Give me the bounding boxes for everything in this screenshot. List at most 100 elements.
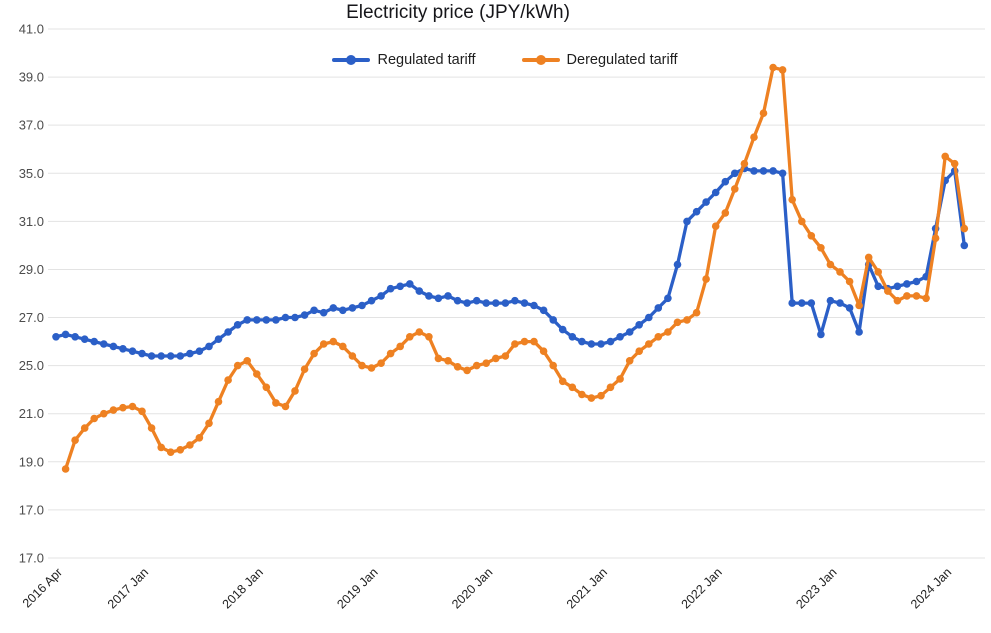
data-point-marker bbox=[769, 63, 777, 72]
data-point-marker bbox=[71, 436, 79, 445]
data-point-marker bbox=[119, 345, 127, 353]
data-point-marker bbox=[109, 406, 118, 414]
data-point-marker bbox=[960, 224, 969, 233]
legend-label-regulated: Regulated tariff bbox=[377, 52, 476, 68]
data-point-marker bbox=[205, 419, 213, 428]
data-point-marker bbox=[912, 277, 921, 286]
data-point-marker bbox=[472, 296, 481, 305]
data-point-marker bbox=[444, 357, 452, 365]
data-point-marker bbox=[453, 363, 462, 371]
regulated-series-swatch-icon bbox=[332, 55, 371, 65]
data-point-marker bbox=[100, 340, 108, 348]
data-point-marker bbox=[492, 354, 500, 363]
data-point-marker bbox=[721, 209, 730, 217]
data-point-marker bbox=[826, 260, 835, 269]
data-point-marker bbox=[396, 342, 405, 351]
data-point-marker bbox=[664, 328, 672, 336]
data-point-marker bbox=[128, 402, 137, 411]
chart-legend: Regulated tariff Deregulated tariff bbox=[0, 52, 991, 68]
data-point-marker bbox=[166, 448, 175, 457]
data-point-marker bbox=[233, 361, 242, 370]
data-point-marker bbox=[549, 361, 557, 370]
data-point-marker bbox=[664, 294, 672, 303]
x-tick-label: 2020 Jan bbox=[449, 565, 495, 611]
data-point-marker bbox=[864, 253, 873, 262]
data-point-marker bbox=[539, 306, 548, 315]
data-point-marker bbox=[348, 304, 357, 312]
data-point-marker bbox=[759, 109, 768, 117]
data-point-marker bbox=[692, 207, 701, 216]
data-point-marker bbox=[319, 308, 328, 317]
data-point-marker bbox=[558, 377, 567, 386]
data-point-marker bbox=[912, 292, 921, 300]
y-tick-label: 39.0 bbox=[19, 70, 44, 85]
data-point-marker bbox=[406, 280, 414, 288]
data-point-marker bbox=[702, 198, 710, 206]
data-point-marker bbox=[711, 188, 720, 197]
data-point-marker bbox=[262, 383, 271, 392]
data-point-marker bbox=[472, 361, 481, 370]
data-point-marker bbox=[386, 284, 395, 293]
data-point-marker bbox=[645, 340, 653, 348]
data-point-marker bbox=[482, 299, 491, 307]
data-point-marker bbox=[759, 167, 768, 175]
data-point-marker bbox=[558, 325, 567, 334]
data-point-marker bbox=[300, 365, 309, 374]
data-point-marker bbox=[425, 333, 433, 341]
data-point-marker bbox=[434, 354, 443, 363]
data-point-marker bbox=[625, 357, 634, 365]
data-point-marker bbox=[903, 292, 911, 300]
series-deregulated-tariff bbox=[61, 63, 969, 473]
data-point-marker bbox=[367, 364, 376, 372]
data-point-marker bbox=[778, 169, 787, 178]
legend-label-deregulated: Deregulated tariff bbox=[566, 52, 678, 68]
data-point-marker bbox=[587, 340, 596, 348]
x-axis-labels: 2016 Apr 2017 Jan 2018 Jan 2019 Jan 2020 Jan… bbox=[20, 565, 954, 611]
data-point-marker bbox=[80, 335, 89, 344]
data-point-marker bbox=[329, 304, 338, 312]
data-point-marker bbox=[214, 397, 223, 406]
data-point-marker bbox=[950, 159, 959, 168]
data-point-marker bbox=[195, 347, 204, 356]
legend-item-deregulated: Deregulated tariff bbox=[521, 52, 678, 68]
data-point-marker bbox=[406, 333, 414, 341]
data-point-marker bbox=[147, 424, 156, 432]
data-point-marker bbox=[463, 299, 471, 307]
data-point-marker bbox=[884, 287, 892, 295]
data-point-marker bbox=[138, 349, 146, 358]
data-point-marker bbox=[578, 390, 586, 399]
data-point-marker bbox=[243, 316, 251, 324]
data-point-marker bbox=[377, 359, 385, 368]
y-tick-label: 17.0 bbox=[19, 550, 44, 565]
data-point-marker bbox=[874, 282, 882, 291]
data-point-marker bbox=[291, 387, 299, 395]
data-point-marker bbox=[654, 333, 663, 341]
data-point-marker bbox=[616, 333, 624, 341]
data-point-marker bbox=[836, 299, 844, 307]
y-tick-label: 37.0 bbox=[19, 118, 44, 133]
data-point-marker bbox=[845, 304, 854, 312]
data-point-marker bbox=[692, 308, 701, 317]
data-point-marker bbox=[61, 330, 70, 339]
data-point-marker bbox=[721, 177, 730, 186]
data-point-marker bbox=[845, 277, 854, 286]
data-point-marker bbox=[568, 333, 577, 341]
data-point-marker bbox=[425, 292, 433, 300]
data-point-marker bbox=[606, 383, 615, 392]
data-point-marker bbox=[941, 152, 949, 161]
data-point-marker bbox=[673, 260, 682, 269]
data-point-marker bbox=[138, 407, 146, 416]
data-point-marker bbox=[367, 296, 376, 305]
data-point-marker bbox=[262, 316, 271, 324]
data-point-marker bbox=[157, 443, 165, 452]
data-point-marker bbox=[931, 234, 940, 242]
x-tick-label: 2017 Jan bbox=[105, 565, 151, 611]
x-tick-label: 2018 Jan bbox=[220, 565, 266, 611]
data-point-marker bbox=[386, 349, 395, 358]
data-point-marker bbox=[702, 275, 710, 283]
deregulated-series-swatch-icon bbox=[521, 55, 560, 65]
data-point-marker bbox=[329, 337, 338, 346]
data-point-marker bbox=[100, 409, 108, 418]
data-point-marker bbox=[635, 321, 643, 329]
